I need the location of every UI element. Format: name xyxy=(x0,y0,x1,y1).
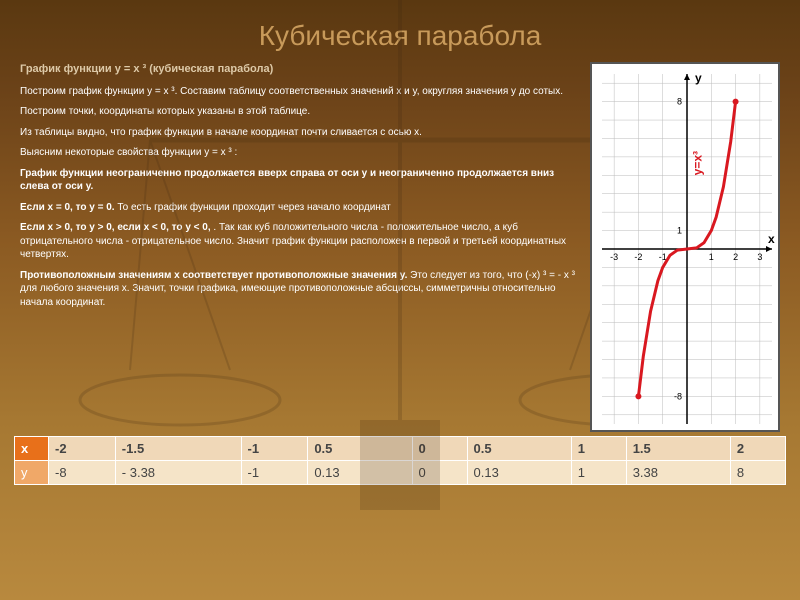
svg-text:2: 2 xyxy=(733,252,738,262)
table-cell: 0.13 xyxy=(467,461,571,485)
table-header-cell: 1 xyxy=(571,437,626,461)
svg-text:1: 1 xyxy=(709,252,714,262)
svg-text:-3: -3 xyxy=(610,252,618,262)
table-header-cell: -2 xyxy=(49,437,116,461)
svg-text:-2: -2 xyxy=(634,252,642,262)
para-7-bold: Если x > 0, то y > 0, если x < 0, то y <… xyxy=(20,222,213,233)
table-header-cell: -1.5 xyxy=(115,437,241,461)
svg-text:-8: -8 xyxy=(674,391,682,401)
table-row-var: y xyxy=(15,461,49,485)
para-3: Из таблицы видно, что график функции в н… xyxy=(20,126,575,140)
table-cell: 0 xyxy=(412,461,467,485)
table-cell: -8 xyxy=(49,461,116,485)
values-table-wrap: x-2-1.5-10.500.511.52 y-8- 3.38-10.1300.… xyxy=(0,432,800,495)
svg-text:8: 8 xyxy=(677,97,682,107)
chart-column: -3-2-1123-818yxy=x³ xyxy=(590,62,780,432)
para-6-bold: Если x = 0, то y = 0. xyxy=(20,202,115,213)
table-cell: 1 xyxy=(571,461,626,485)
table-cell: 0.13 xyxy=(308,461,412,485)
para-1: Построим график функции y = x ³. Состави… xyxy=(20,85,575,99)
subtitle: График функции y = x ³ (кубическая параб… xyxy=(20,62,575,77)
table-header-cell: 0.5 xyxy=(467,437,571,461)
para-5: График функции неограниченно продолжаетс… xyxy=(20,167,575,194)
table-cell: 3.38 xyxy=(626,461,730,485)
table-header-cell: 1.5 xyxy=(626,437,730,461)
svg-text:3: 3 xyxy=(757,252,762,262)
table-header-cell: 0.5 xyxy=(308,437,412,461)
para-6: Если x = 0, то y = 0. То есть график фун… xyxy=(20,201,575,215)
svg-text:y: y xyxy=(695,71,702,85)
svg-text:1: 1 xyxy=(677,226,682,236)
para-8: Противоположным значениям x соответствуе… xyxy=(20,269,575,310)
table-cell: - 3.38 xyxy=(115,461,241,485)
table-header-cell: -1 xyxy=(241,437,308,461)
table-cell: -1 xyxy=(241,461,308,485)
svg-text:x: x xyxy=(768,232,775,246)
values-table: x-2-1.5-10.500.511.52 y-8- 3.38-10.1300.… xyxy=(14,436,786,485)
para-8-bold: Противоположным значениям x соответствуе… xyxy=(20,270,407,281)
table-header-cell: 2 xyxy=(730,437,785,461)
para-4: Выясним некоторые свойства функции y = x… xyxy=(20,146,575,160)
page-title: Кубическая парабола xyxy=(0,0,800,52)
svg-text:y=x³: y=x³ xyxy=(691,151,705,175)
table-header-cell: 0 xyxy=(412,437,467,461)
para-7: Если x > 0, то y > 0, если x < 0, то y <… xyxy=(20,221,575,262)
table-cell: 8 xyxy=(730,461,785,485)
content-row: График функции y = x ³ (кубическая параб… xyxy=(0,52,800,432)
table-header-var: x xyxy=(15,437,49,461)
para-2: Построим точки, координаты которых указа… xyxy=(20,105,575,119)
cubic-chart: -3-2-1123-818yxy=x³ xyxy=(590,62,780,432)
para-5-text: График функции неограниченно продолжаетс… xyxy=(20,168,554,193)
text-column: График функции y = x ³ (кубическая параб… xyxy=(20,62,575,432)
para-6-rest: То есть график функции проходит через на… xyxy=(115,202,391,213)
